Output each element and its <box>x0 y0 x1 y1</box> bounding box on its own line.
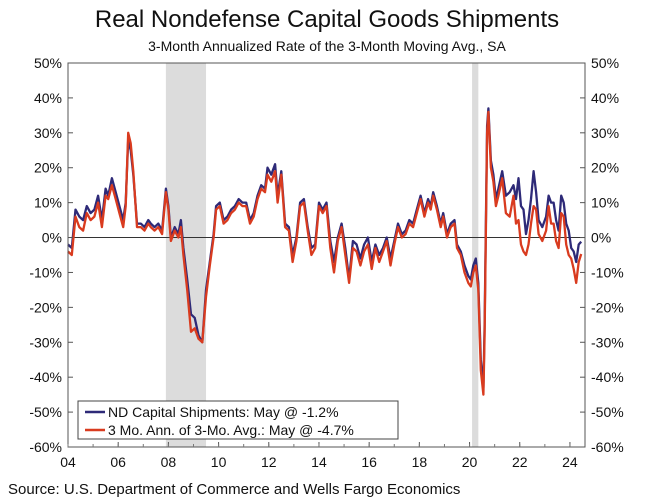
x-tick-label: 06 <box>110 454 126 470</box>
x-tick-label: 14 <box>311 454 327 470</box>
legend-label-nd-shipments: ND Capital Shipments: May @ -1.2% <box>108 404 339 420</box>
x-tick-label: 12 <box>261 454 277 470</box>
plot-frame <box>67 62 586 448</box>
chart-title: Real Nondefense Capital Goods Shipments <box>94 6 560 33</box>
y-tick-label-left: 30% <box>34 125 62 141</box>
recession-band-0 <box>165 63 207 447</box>
y-tick-label-right: 40% <box>591 90 619 106</box>
y-tick-label-right: 50% <box>591 55 619 71</box>
chart-canvas: 50% 50% 40% 40% 30% 30% 20% 20% 10% 10% 0% 0% -10% -1… <box>29 55 623 470</box>
y-tick-label-left: 10% <box>34 195 62 211</box>
legend: ND Capital Shipments: May @ -1.2% 3 Mo. … <box>77 400 399 440</box>
x-tick-label: 04 <box>60 454 76 470</box>
y-tick-label-left: -10% <box>29 264 62 280</box>
series-lines <box>67 107 583 396</box>
x-tick-label: 08 <box>161 454 177 470</box>
recession-band-1 <box>472 63 479 447</box>
chart-subtitle: 3-Month Annualized Rate of the 3-Month M… <box>148 38 506 54</box>
x-tick-label: 16 <box>361 454 377 470</box>
y-tick-label-right: -50% <box>591 404 624 420</box>
y-tick-label-right: 30% <box>591 125 619 141</box>
x-tick-label: 10 <box>211 454 227 470</box>
y-tick-label-right: 0% <box>591 230 611 246</box>
y-tick-label-left: -30% <box>29 334 62 350</box>
y-tick-label-left: -50% <box>29 404 62 420</box>
y-tick-label-right: -20% <box>591 299 624 315</box>
legend-box <box>77 400 399 440</box>
y-tick-label-left: 20% <box>34 160 62 176</box>
y-tick-label-right: -40% <box>591 369 624 385</box>
series-line-1 <box>67 110 583 396</box>
axis-ticks: 50% 50% 40% 40% 30% 30% 20% 20% 10% 10% 0% 0% -10% -1… <box>29 55 623 470</box>
y-tick-label-right: -60% <box>591 439 624 455</box>
series-line-0 <box>67 107 583 389</box>
x-tick-label: 22 <box>512 454 528 470</box>
y-tick-label-left: 0% <box>42 230 62 246</box>
y-tick-label-left: 40% <box>34 90 62 106</box>
recession-bands <box>165 63 479 447</box>
x-tick-label: 24 <box>562 454 578 470</box>
y-tick-label-right: -10% <box>591 264 624 280</box>
y-tick-label-left: -40% <box>29 369 62 385</box>
y-tick-label-right: 10% <box>591 195 619 211</box>
y-tick-label-right: -30% <box>591 334 624 350</box>
x-tick-label: 18 <box>412 454 428 470</box>
y-tick-label-left: 50% <box>34 55 62 71</box>
y-tick-label-left: -60% <box>29 439 62 455</box>
y-tick-label-left: -20% <box>29 299 62 315</box>
legend-label-3mo-ann: 3 Mo. Ann. of 3-Mo. Avg.: May @ -4.7% <box>108 422 354 438</box>
y-tick-label-right: 20% <box>591 160 619 176</box>
source-note: Source: U.S. Department of Commerce and … <box>8 481 461 498</box>
x-tick-label: 20 <box>462 454 478 470</box>
